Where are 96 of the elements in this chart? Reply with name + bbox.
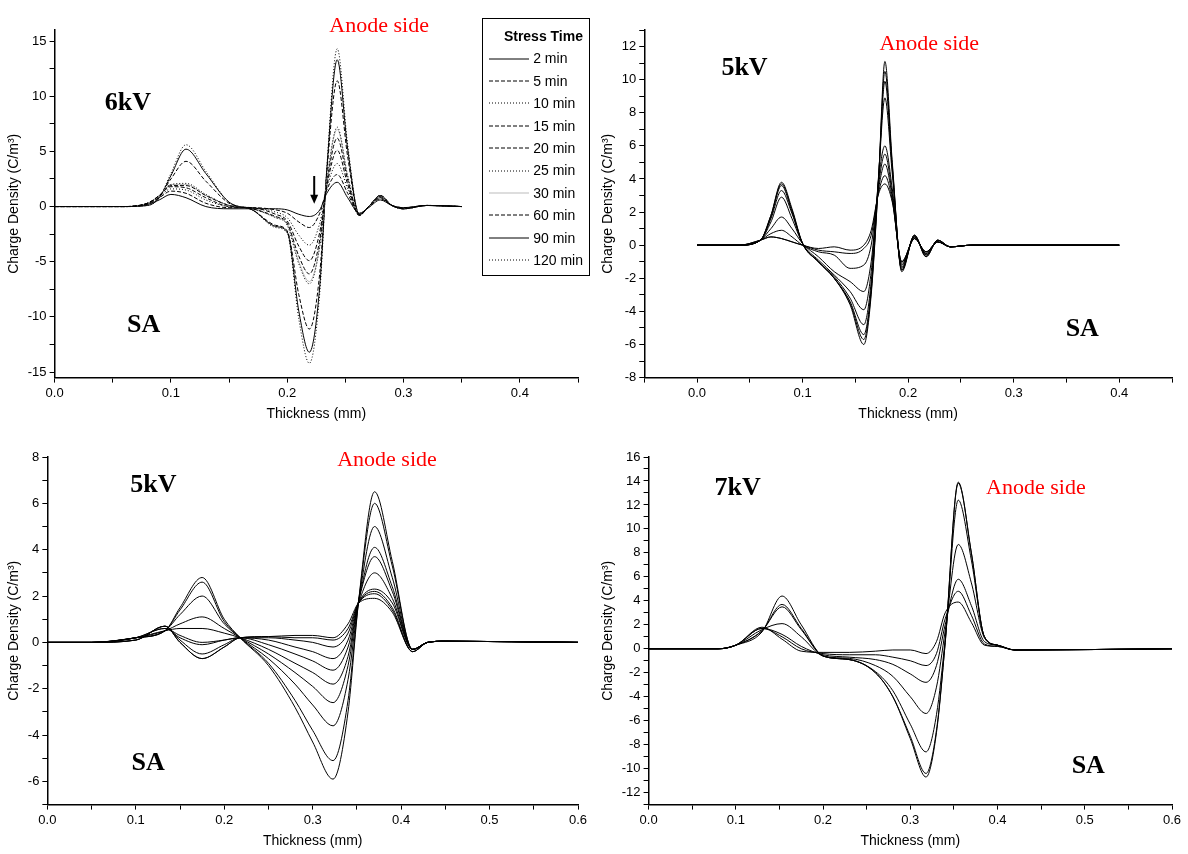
x-axis-title: Thickness (mm) bbox=[266, 405, 367, 422]
x-tick-label: 0.0 bbox=[38, 811, 57, 827]
annotation: Anode side bbox=[329, 12, 429, 38]
legend-label: 10 min bbox=[533, 94, 576, 114]
legend-label: 2 min bbox=[533, 49, 568, 69]
y-axis-title: Charge Density (C/m³) bbox=[5, 560, 22, 701]
x-tick-label: 0.1 bbox=[126, 811, 145, 827]
y-tick-label: -8 bbox=[624, 369, 637, 385]
y-tick-label: -15 bbox=[27, 363, 47, 379]
x-tick-label: 0.1 bbox=[161, 384, 180, 400]
x-tick-label: 0.1 bbox=[793, 384, 812, 400]
annotation: SA bbox=[1065, 312, 1100, 342]
y-tick-label: 6 bbox=[32, 494, 40, 510]
y-tick-label: -10 bbox=[621, 760, 641, 776]
y-axis-title: Charge Density (C/m³) bbox=[599, 133, 616, 274]
y-tick-label: 16 bbox=[626, 448, 641, 464]
y-tick-label: -2 bbox=[629, 664, 641, 680]
y-tick-label: 4 bbox=[633, 592, 641, 608]
x-tick-label: 0.4 bbox=[510, 384, 529, 400]
y-tick-label: 12 bbox=[621, 38, 637, 54]
y-tick-label: 8 bbox=[629, 104, 637, 120]
x-axis-title: Thickness (mm) bbox=[858, 405, 958, 422]
x-tick-label: 0.4 bbox=[988, 811, 1007, 827]
x-tick-label: 0.3 bbox=[901, 811, 920, 827]
y-tick-label: 10 bbox=[32, 87, 47, 103]
x-tick-label: 0.2 bbox=[215, 811, 234, 827]
annotation: Anode side bbox=[337, 446, 437, 472]
legend-label: 90 min bbox=[533, 228, 576, 248]
y-tick-label: 14 bbox=[626, 472, 641, 488]
y-tick-label: -6 bbox=[629, 712, 641, 728]
y-tick-label: 5 bbox=[39, 142, 47, 158]
x-tick-label: 0.0 bbox=[45, 384, 64, 400]
legend-label: 15 min bbox=[533, 116, 576, 136]
x-tick-label: 0.2 bbox=[278, 384, 297, 400]
annotation: Anode side bbox=[986, 474, 1086, 500]
annotation: SA bbox=[1071, 750, 1106, 780]
y-tick-label: -8 bbox=[629, 736, 641, 752]
y-tick-label: 0 bbox=[629, 236, 637, 252]
x-tick-label: 0.2 bbox=[814, 811, 833, 827]
x-tick-label: 0.6 bbox=[568, 811, 588, 827]
legend-label: 60 min bbox=[533, 206, 576, 226]
y-tick-label: -2 bbox=[27, 680, 40, 696]
legend-label: 20 min bbox=[533, 139, 576, 159]
legend-label: 5 min bbox=[533, 71, 568, 91]
legend-label: 120 min bbox=[533, 251, 583, 271]
y-tick-label: -2 bbox=[624, 269, 637, 285]
legend-label: 30 min bbox=[533, 183, 576, 203]
y-tick-label: -4 bbox=[27, 726, 40, 742]
x-tick-label: 0.3 bbox=[303, 811, 322, 827]
annotation: 7kV bbox=[714, 472, 761, 501]
x-tick-label: 0.2 bbox=[899, 384, 918, 400]
y-tick-label: -6 bbox=[624, 336, 637, 352]
x-tick-label: 0.5 bbox=[1075, 811, 1094, 827]
x-tick-label: 0.4 bbox=[392, 811, 411, 827]
y-axis-title: Charge Density (C/m³) bbox=[599, 560, 616, 701]
y-tick-label: 4 bbox=[32, 541, 40, 557]
annotation: 5kV bbox=[721, 51, 768, 81]
y-tick-label: -5 bbox=[35, 253, 47, 269]
y-tick-label: -12 bbox=[621, 784, 641, 800]
y-tick-label: 0 bbox=[39, 198, 47, 214]
y-tick-label: 6 bbox=[633, 568, 641, 584]
y-tick-label: 15 bbox=[32, 32, 47, 48]
y-tick-label: 4 bbox=[629, 170, 637, 186]
y-tick-label: 8 bbox=[32, 448, 40, 464]
y-tick-label: 2 bbox=[629, 203, 637, 219]
y-tick-label: 2 bbox=[633, 616, 641, 632]
annotation: SA bbox=[126, 309, 161, 339]
x-axis-title: Thickness (mm) bbox=[860, 832, 961, 849]
y-tick-label: 10 bbox=[626, 520, 641, 536]
legend-label: 25 min bbox=[533, 161, 576, 181]
x-tick-label: 0.3 bbox=[394, 384, 413, 400]
annotation: Anode side bbox=[879, 29, 980, 55]
x-tick-label: 0.5 bbox=[480, 811, 499, 827]
y-tick-label: -4 bbox=[624, 302, 637, 318]
x-tick-label: 0.3 bbox=[1004, 384, 1023, 400]
y-tick-label: -10 bbox=[27, 308, 47, 324]
y-axis-title: Charge Density (C/m³) bbox=[5, 133, 22, 274]
x-tick-label: 0.0 bbox=[687, 384, 707, 400]
x-tick-label: 0.1 bbox=[726, 811, 745, 827]
y-tick-label: 0 bbox=[32, 633, 40, 649]
y-tick-label: -6 bbox=[27, 773, 40, 788]
y-tick-label: 8 bbox=[633, 544, 641, 560]
x-tick-label: 0.4 bbox=[1110, 384, 1129, 400]
legend-title: Stress Time bbox=[502, 27, 583, 46]
y-tick-label: 10 bbox=[621, 71, 637, 87]
x-tick-label: 0.6 bbox=[1162, 811, 1182, 827]
y-tick-label: 0 bbox=[633, 640, 641, 656]
x-tick-label: 0.0 bbox=[639, 811, 658, 827]
y-tick-label: -4 bbox=[629, 688, 641, 704]
annotation: SA bbox=[131, 746, 166, 776]
y-tick-label: 6 bbox=[629, 137, 637, 153]
y-tick-label: 12 bbox=[626, 496, 641, 512]
annotation: 5kV bbox=[130, 468, 177, 498]
x-axis-title: Thickness (mm) bbox=[262, 832, 363, 849]
y-tick-label: 2 bbox=[32, 587, 40, 603]
annotation: 6kV bbox=[104, 86, 152, 116]
